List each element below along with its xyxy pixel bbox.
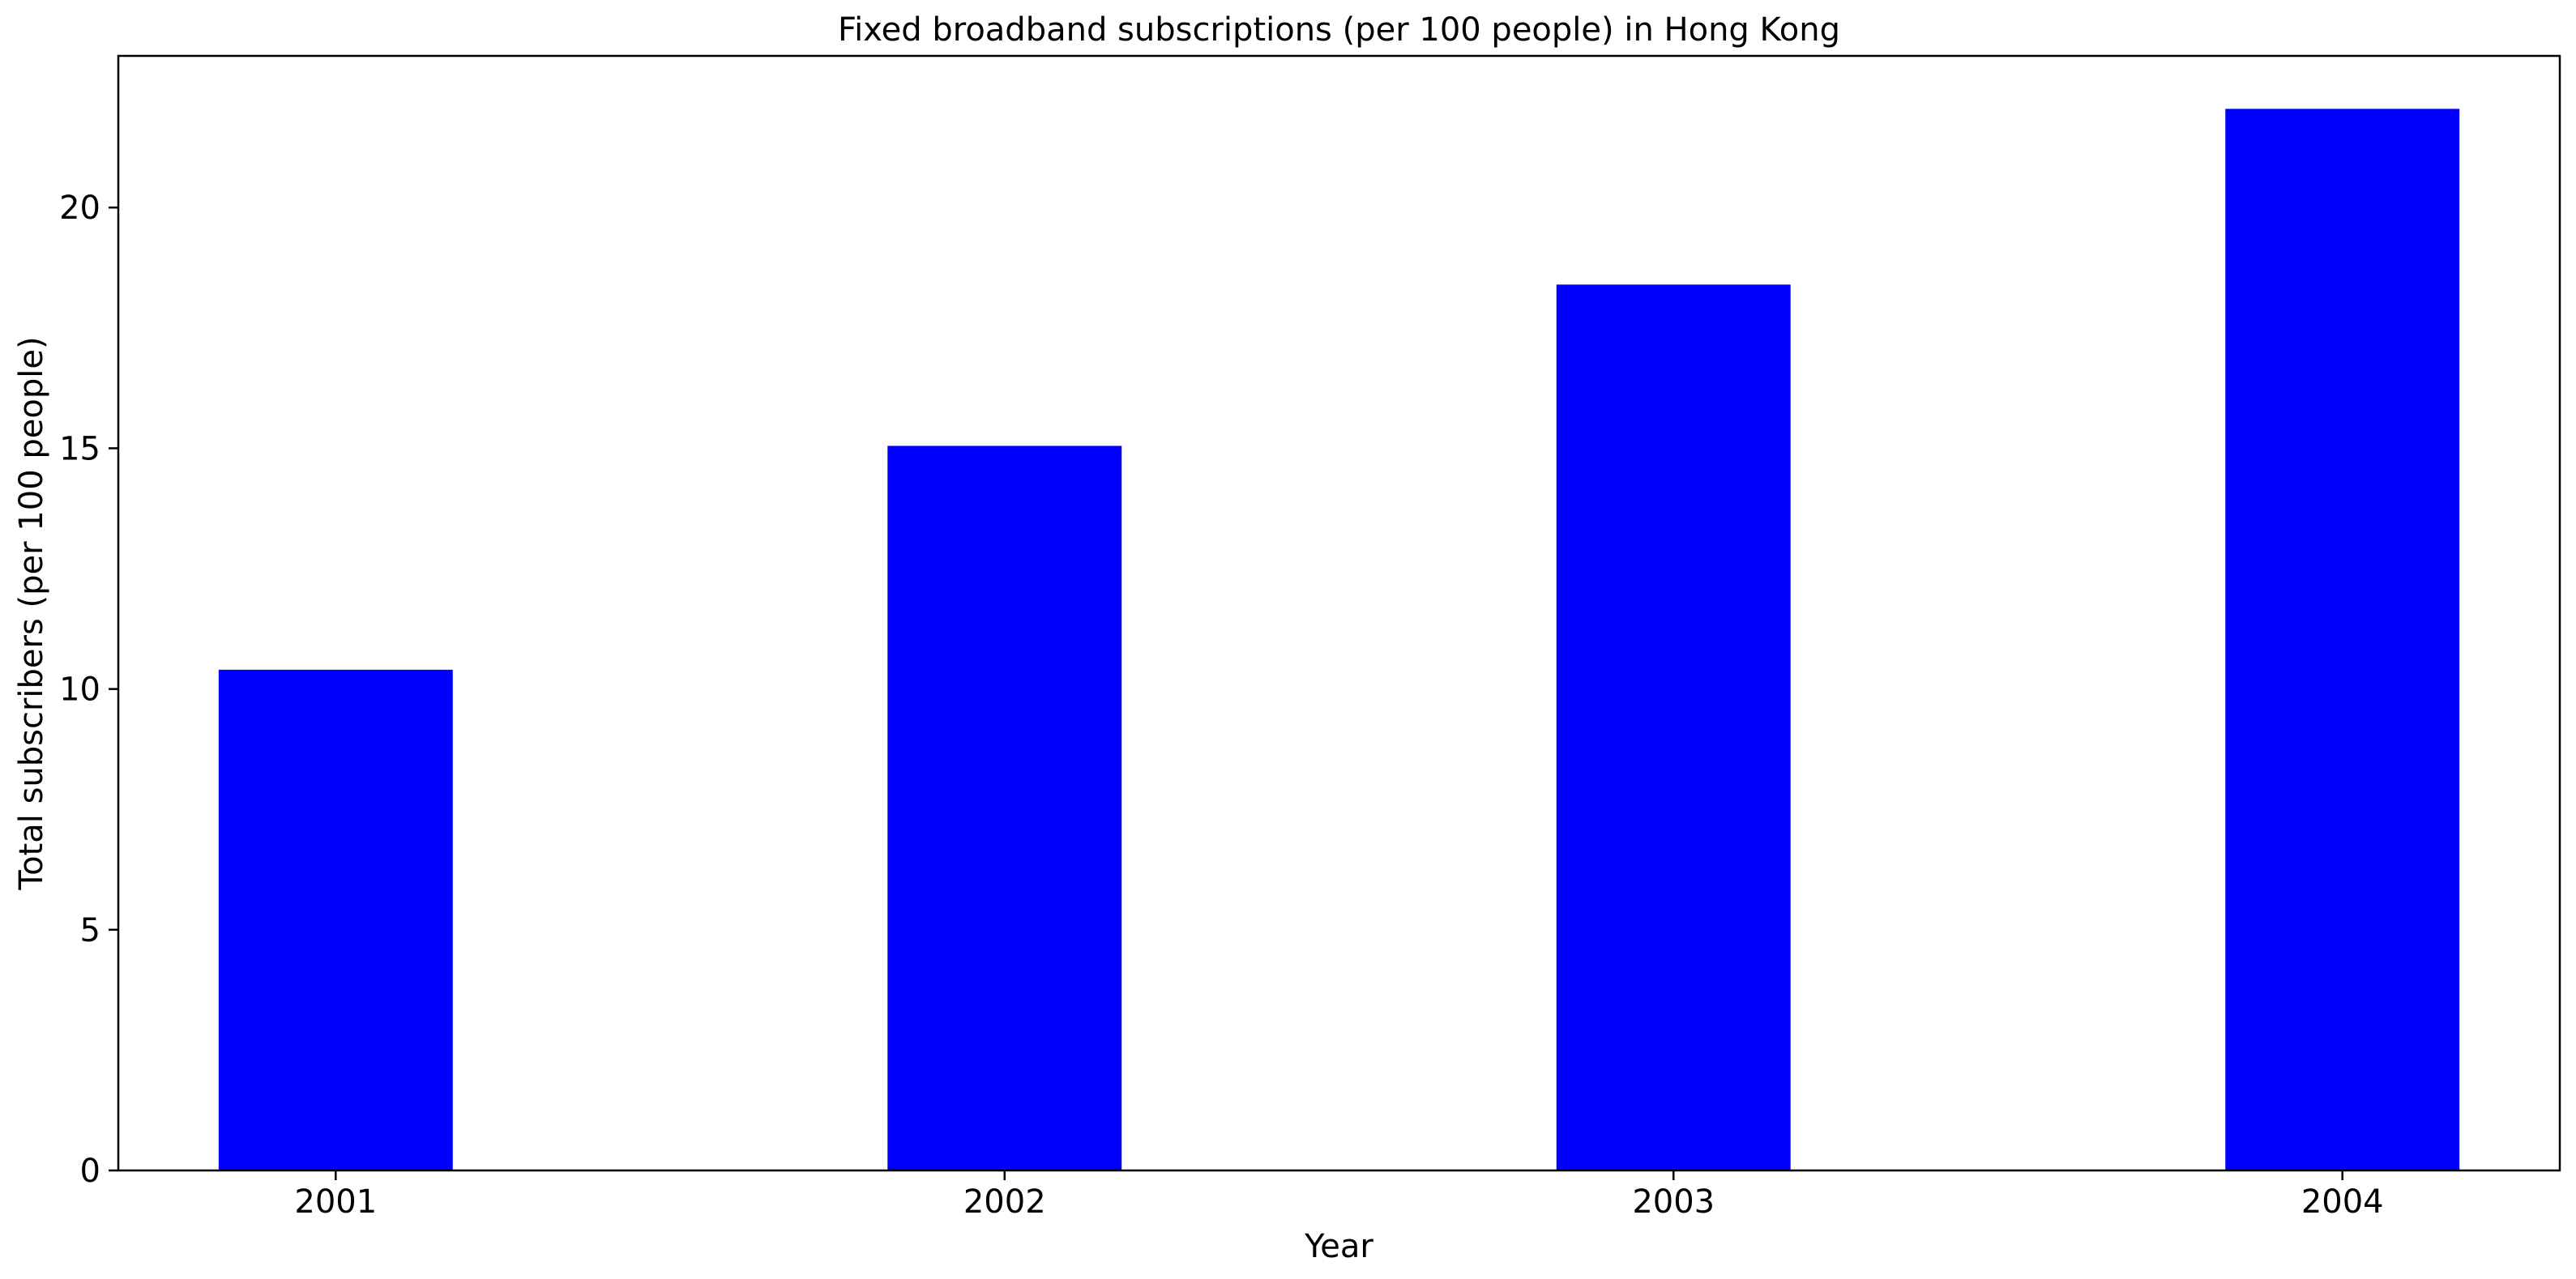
y-tick-label: 20 <box>59 190 100 227</box>
plot-area-frame <box>117 54 2561 1172</box>
y-axis-ticks: 0 5 10 15 20 <box>59 190 118 1190</box>
bar-2001 <box>218 669 453 1170</box>
x-tick-label: 2002 <box>963 1183 1046 1221</box>
y-tick-label: 10 <box>59 671 100 709</box>
x-axis-ticks: 2001 2002 2003 2004 <box>294 1170 2384 1221</box>
y-tick-label: 15 <box>59 430 100 467</box>
x-tick-label: 2001 <box>294 1183 377 1221</box>
bars <box>218 109 2460 1170</box>
y-tick-label: 0 <box>80 1153 100 1190</box>
x-tick-label: 2003 <box>1632 1183 1715 1221</box>
bar-2003 <box>1556 284 1791 1170</box>
x-axis-label: Year <box>1304 1228 1373 1265</box>
y-axis-label: Total subscribers (per 100 people) <box>13 336 50 890</box>
bar-2002 <box>887 446 1122 1170</box>
x-tick-label: 2004 <box>2301 1183 2384 1221</box>
bar-2004 <box>2225 109 2460 1170</box>
chart-title: Fixed broadband subscriptions (per 100 p… <box>838 11 1840 49</box>
y-tick-label: 5 <box>80 912 100 949</box>
